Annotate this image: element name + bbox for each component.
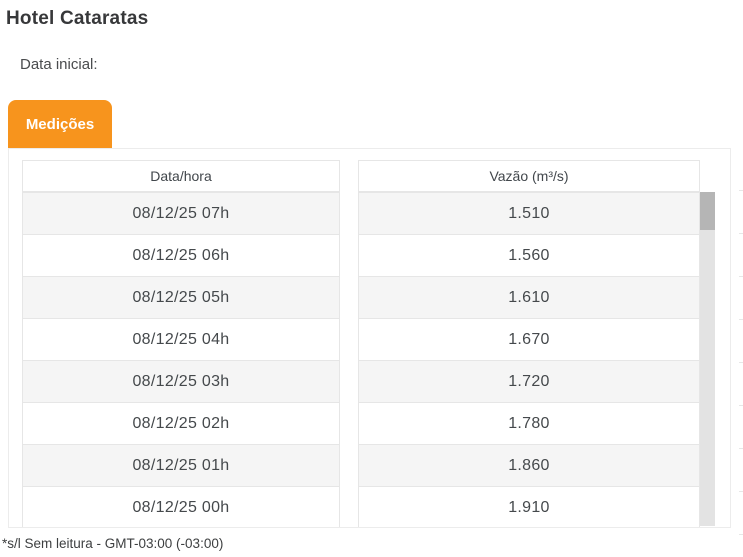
- tab-medicoes-label: Medições: [25, 115, 95, 133]
- column-header-vazao: Vazão (m³/s): [358, 160, 700, 192]
- measurements-table: Data/hora Vazão (m³/s) 08/12/25 07h 1.51…: [22, 160, 700, 527]
- table-row: 08/12/25 07h 1.510: [22, 192, 700, 235]
- page-title: Hotel Cataratas: [6, 8, 149, 29]
- cell-datetime: 08/12/25 00h: [22, 486, 340, 527]
- cell-flow: 1.910: [358, 486, 700, 527]
- cell-datetime: 08/12/25 02h: [22, 402, 340, 445]
- column-gap: [340, 160, 358, 192]
- adjacent-panel-sliver: [739, 190, 743, 535]
- column-gap: [340, 444, 358, 487]
- cell-flow: 1.560: [358, 234, 700, 277]
- table-row: 08/12/25 01h 1.860: [22, 444, 700, 487]
- footer-note: *s/l Sem leitura - GMT-03:00 (-03:00): [2, 536, 224, 551]
- tab-medicoes[interactable]: Medições: [8, 100, 112, 148]
- cell-flow: 1.780: [358, 402, 700, 445]
- cell-datetime: 08/12/25 07h: [22, 192, 340, 235]
- cell-datetime: 08/12/25 06h: [22, 234, 340, 277]
- table-scrollbar-thumb[interactable]: [700, 192, 715, 230]
- column-gap: [340, 360, 358, 403]
- table-row: 08/12/25 03h 1.720: [22, 360, 700, 403]
- table-row: 08/12/25 05h 1.610: [22, 276, 700, 319]
- table-row: 08/12/25 06h 1.560: [22, 234, 700, 277]
- cell-flow: 1.610: [358, 276, 700, 319]
- measurements-panel: Data/hora Vazão (m³/s) 08/12/25 07h 1.51…: [8, 148, 731, 528]
- table-body: 08/12/25 07h 1.510 08/12/25 06h 1.560 08…: [22, 192, 700, 527]
- table-row: 08/12/25 04h 1.670: [22, 318, 700, 361]
- table-row: 08/12/25 02h 1.780: [22, 402, 700, 445]
- column-header-datahora: Data/hora: [22, 160, 340, 192]
- cell-flow: 1.860: [358, 444, 700, 487]
- cell-flow: 1.670: [358, 318, 700, 361]
- column-gap: [340, 276, 358, 319]
- cell-datetime: 08/12/25 03h: [22, 360, 340, 403]
- table-header-row: Data/hora Vazão (m³/s): [22, 160, 700, 192]
- cell-datetime: 08/12/25 04h: [22, 318, 340, 361]
- cell-flow: 1.510: [358, 192, 700, 235]
- cell-datetime: 08/12/25 01h: [22, 444, 340, 487]
- column-gap: [340, 318, 358, 361]
- date-initial-label: Data inicial:: [20, 56, 98, 73]
- cell-flow: 1.720: [358, 360, 700, 403]
- table-scrollbar-track[interactable]: [700, 192, 715, 526]
- cell-datetime: 08/12/25 05h: [22, 276, 340, 319]
- column-gap: [340, 486, 358, 527]
- table-row: 08/12/25 00h 1.910: [22, 486, 700, 527]
- column-gap: [340, 234, 358, 277]
- column-gap: [340, 402, 358, 445]
- column-gap: [340, 192, 358, 235]
